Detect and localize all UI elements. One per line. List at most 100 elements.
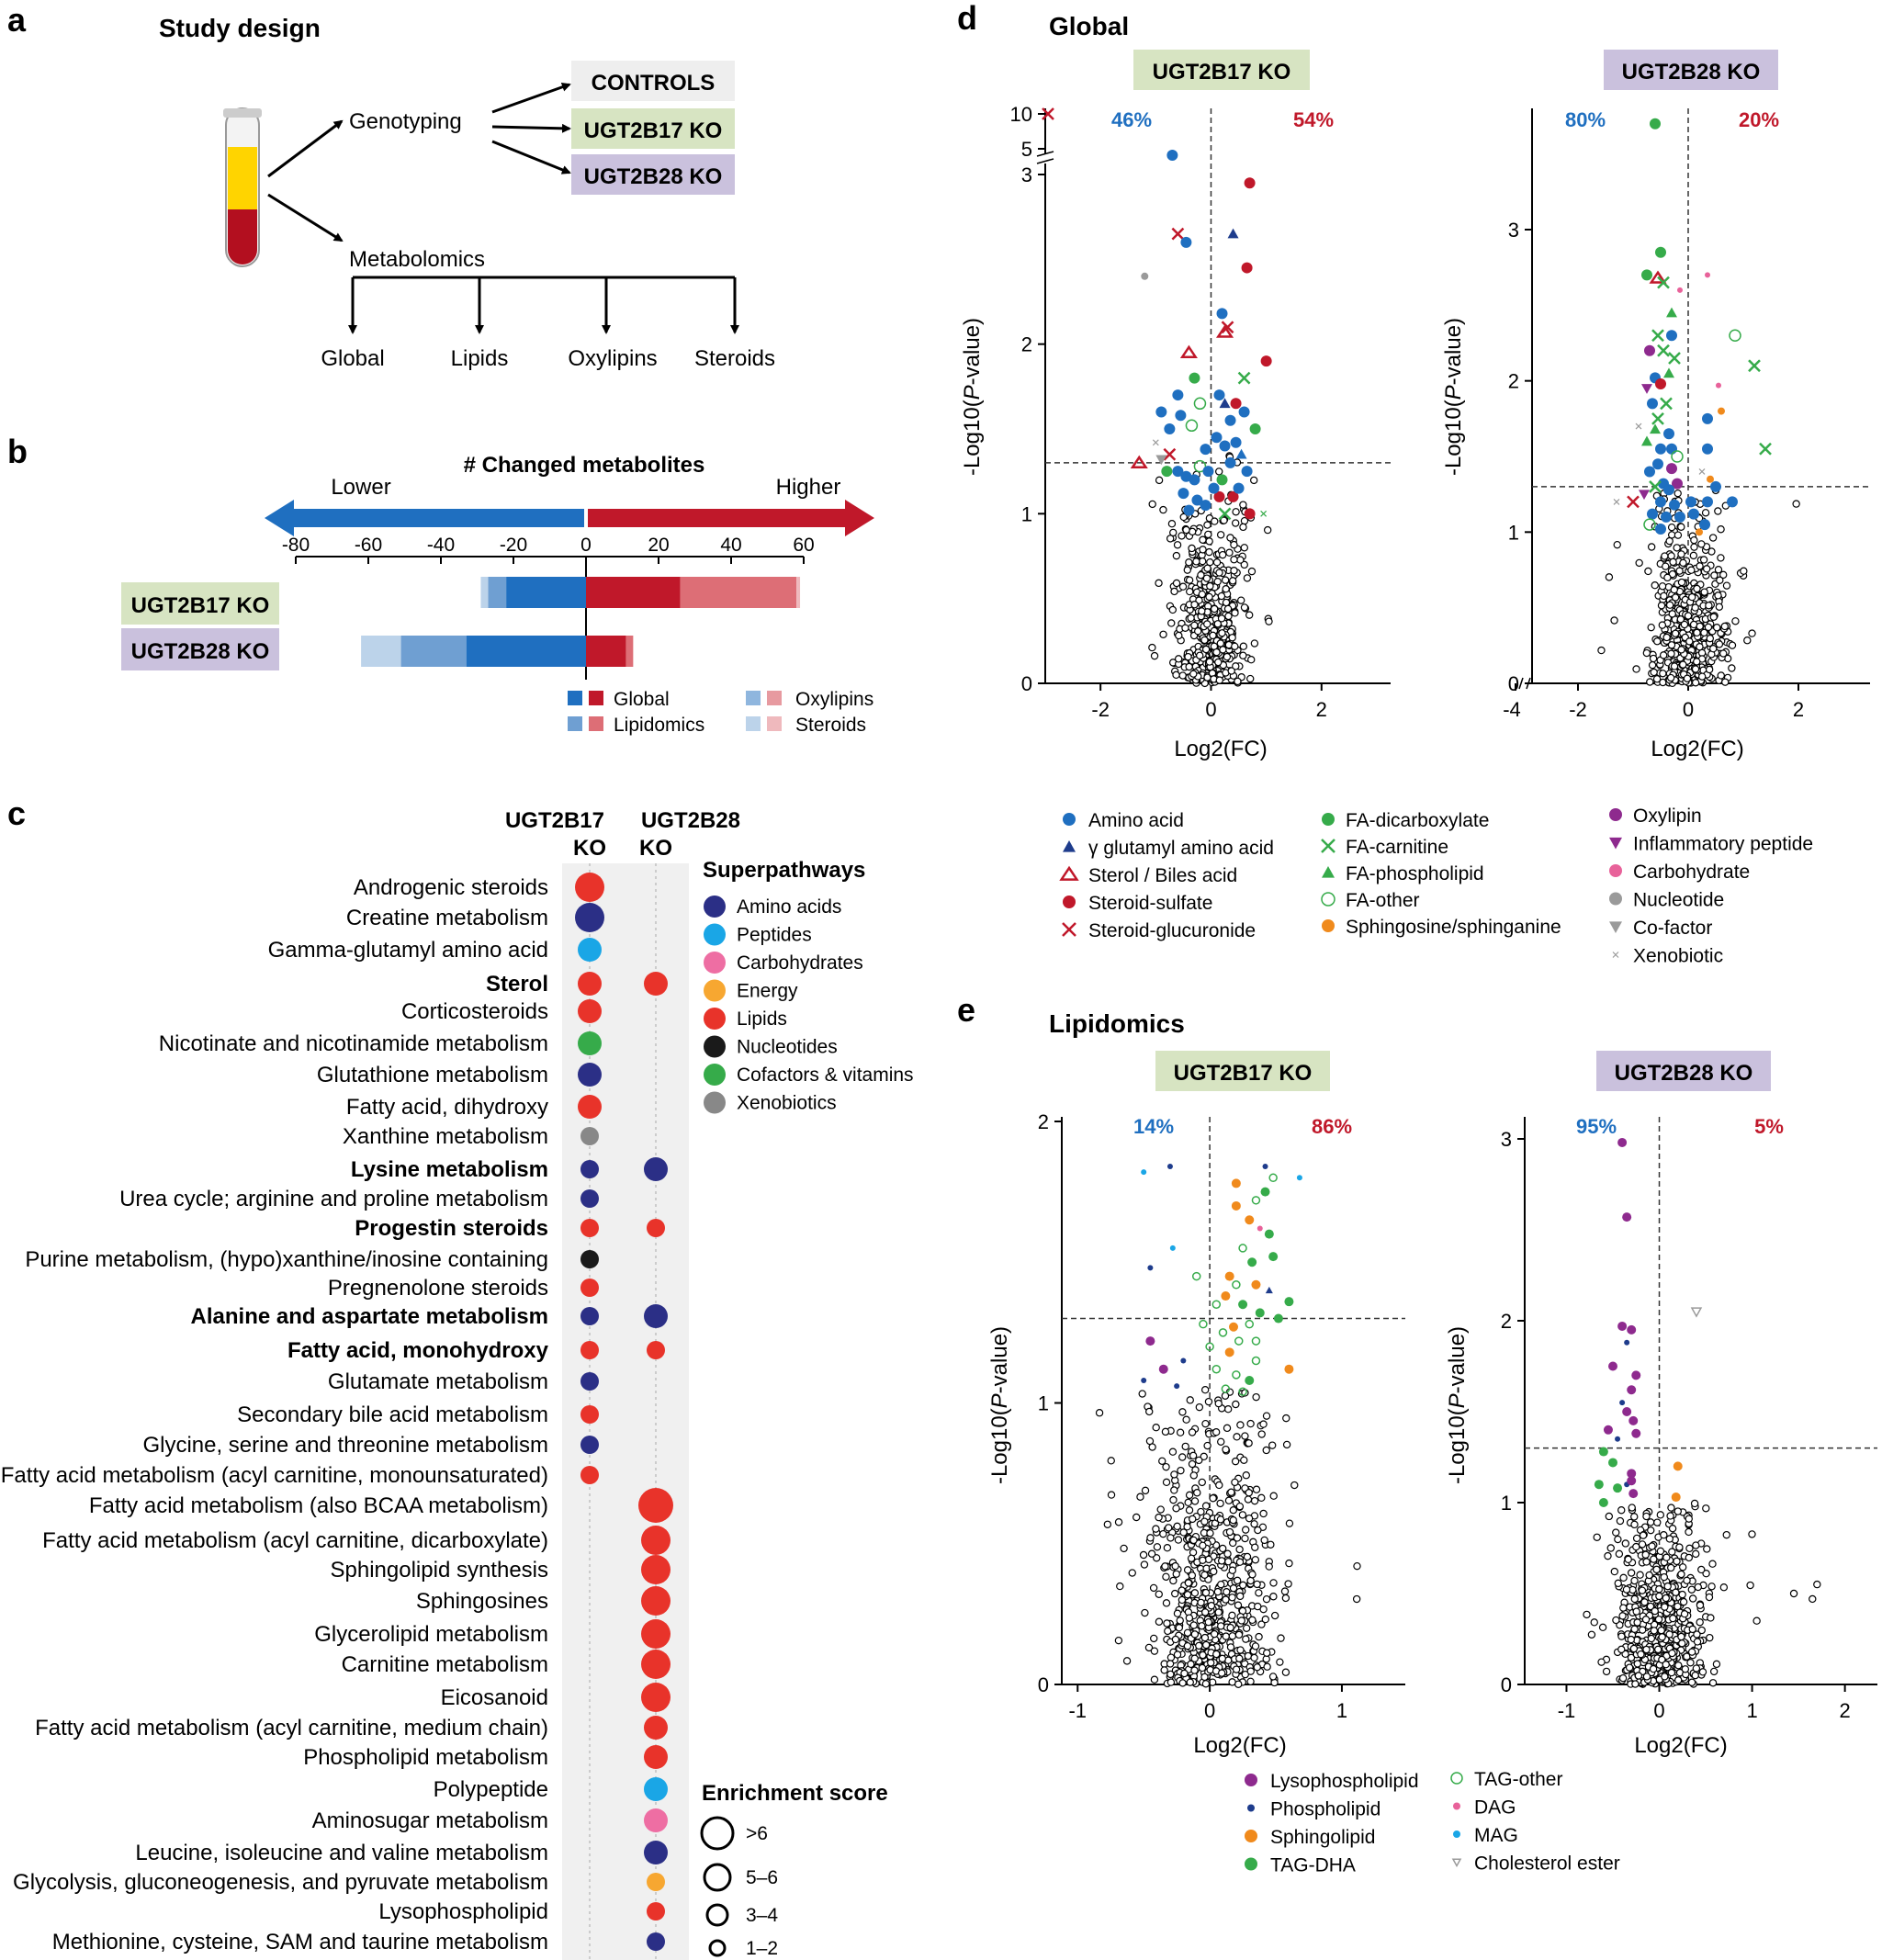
point bbox=[1171, 1589, 1179, 1598]
point bbox=[1217, 591, 1226, 601]
point bbox=[1727, 496, 1738, 508]
point bbox=[1715, 603, 1724, 612]
point bbox=[1230, 398, 1242, 410]
point bbox=[1218, 550, 1227, 559]
point bbox=[1255, 1632, 1263, 1641]
point bbox=[1148, 500, 1156, 509]
point bbox=[1743, 636, 1752, 645]
point bbox=[1175, 631, 1183, 640]
point bbox=[1690, 543, 1698, 551]
point bbox=[1658, 1655, 1666, 1664]
superpathway-label: Lipids bbox=[737, 1008, 787, 1030]
point bbox=[1678, 1563, 1687, 1571]
point bbox=[1145, 1407, 1154, 1416]
point bbox=[1647, 398, 1658, 410]
x-tick-label: 2 bbox=[1316, 698, 1327, 721]
point bbox=[1144, 1643, 1154, 1652]
e2-label: UGT2B28 KO bbox=[1615, 1061, 1753, 1086]
point bbox=[1200, 636, 1209, 645]
point bbox=[1241, 466, 1253, 478]
panel-b: b # Changed metabolites Lower Higher -80… bbox=[7, 433, 874, 736]
y-tick-label: 1 bbox=[1038, 1392, 1049, 1415]
point bbox=[1176, 1616, 1184, 1625]
point bbox=[1188, 1428, 1197, 1436]
point bbox=[1223, 604, 1233, 614]
point bbox=[1180, 1357, 1187, 1364]
point bbox=[1673, 1557, 1681, 1566]
e1-higher-pct: 86% bbox=[1312, 1115, 1352, 1138]
point bbox=[1746, 1581, 1754, 1590]
point bbox=[1180, 470, 1192, 482]
point bbox=[1198, 1663, 1207, 1673]
point bbox=[1128, 1569, 1136, 1577]
point bbox=[1188, 1571, 1197, 1580]
point bbox=[1619, 1573, 1628, 1583]
point bbox=[1169, 1576, 1178, 1585]
point bbox=[1752, 1616, 1761, 1625]
point bbox=[1665, 1535, 1674, 1543]
genotyping-label: Genotyping bbox=[349, 109, 462, 134]
point bbox=[1199, 546, 1207, 554]
controls-label: CONTROLS bbox=[592, 71, 716, 96]
point bbox=[1604, 1551, 1612, 1560]
point bbox=[1170, 587, 1178, 596]
ugt2b28-box bbox=[571, 154, 735, 195]
point bbox=[1668, 610, 1676, 618]
panel-d-letter: d bbox=[957, 0, 977, 37]
legend-label: DAG bbox=[1474, 1797, 1516, 1819]
point bbox=[1199, 557, 1207, 566]
point bbox=[1148, 1443, 1156, 1451]
point bbox=[1203, 564, 1211, 572]
point bbox=[1696, 1601, 1705, 1609]
point bbox=[1655, 443, 1666, 455]
enrichment-dot bbox=[578, 1063, 602, 1087]
point bbox=[1641, 1616, 1651, 1624]
point bbox=[1687, 1648, 1696, 1656]
point bbox=[1228, 1611, 1236, 1620]
point bbox=[1190, 1666, 1199, 1674]
point bbox=[1679, 1597, 1688, 1606]
point bbox=[1251, 1556, 1260, 1564]
point bbox=[1229, 1538, 1237, 1548]
pathway-label: Glutathione metabolism bbox=[317, 1063, 548, 1087]
enrichment-dot bbox=[641, 1526, 671, 1555]
point bbox=[1235, 1558, 1245, 1566]
point bbox=[1451, 1858, 1462, 1868]
higher-arrow bbox=[588, 500, 874, 536]
point bbox=[1257, 1620, 1266, 1628]
enrichment-dot bbox=[647, 1219, 665, 1237]
point bbox=[1139, 1550, 1148, 1560]
point bbox=[1141, 1377, 1147, 1383]
point bbox=[1263, 1649, 1271, 1657]
point bbox=[1701, 509, 1710, 517]
ugt2b17-box bbox=[571, 108, 735, 149]
point bbox=[1231, 1178, 1241, 1188]
point bbox=[1622, 1212, 1632, 1222]
point bbox=[1655, 1585, 1663, 1594]
y-tick-label: 3 bbox=[1021, 163, 1032, 186]
bar-row-label-ugt2b17: UGT2B17 KO bbox=[131, 593, 270, 618]
legend-oxylipins: Oxylipins bbox=[795, 689, 873, 710]
point bbox=[1321, 892, 1335, 907]
x-tick-label: -2 bbox=[1569, 698, 1587, 721]
y-tick-label: 2 bbox=[1501, 1310, 1512, 1333]
point bbox=[1649, 654, 1658, 663]
point bbox=[1627, 1476, 1637, 1486]
point bbox=[1162, 1462, 1170, 1471]
point bbox=[1281, 1594, 1290, 1603]
bar-segment bbox=[400, 636, 467, 667]
point bbox=[1677, 1570, 1685, 1579]
point bbox=[1213, 389, 1225, 401]
point bbox=[1639, 1531, 1648, 1539]
point bbox=[1633, 1618, 1641, 1627]
pathway-label: Lysine metabolism bbox=[351, 1157, 548, 1182]
point bbox=[1667, 1504, 1675, 1512]
superpathway-swatch bbox=[704, 1008, 726, 1030]
point bbox=[1619, 1604, 1628, 1612]
point bbox=[1677, 646, 1685, 654]
point bbox=[1165, 1524, 1173, 1532]
point bbox=[1192, 558, 1200, 566]
point bbox=[1171, 1561, 1179, 1571]
point bbox=[1250, 1496, 1259, 1505]
legend-label: Steroid-sulfate bbox=[1088, 893, 1212, 914]
